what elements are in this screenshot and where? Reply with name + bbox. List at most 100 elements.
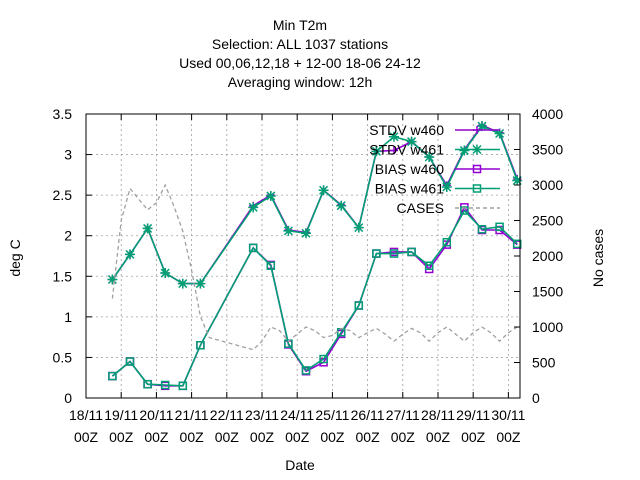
series-group bbox=[107, 121, 523, 391]
x-tick-label: 25/11 bbox=[315, 407, 349, 423]
y2-tick-label: 3000 bbox=[532, 177, 563, 193]
data-point-bias-w461 bbox=[108, 371, 117, 381]
data-point-bias-w461 bbox=[424, 261, 434, 270]
data-point-stdv-w461 bbox=[494, 128, 505, 139]
data-point-stdv-w461 bbox=[177, 278, 188, 289]
plot-frame bbox=[85, 113, 521, 399]
y2-tick-label: 4000 bbox=[532, 106, 563, 122]
x-axis-label: Date bbox=[285, 457, 315, 473]
series-stdv-w461 bbox=[107, 121, 523, 289]
x-tick-label: 19/11 bbox=[104, 407, 138, 423]
y-tick-label: 2.5 bbox=[53, 187, 73, 203]
data-point-bias-w461 bbox=[178, 381, 188, 391]
legend-label: STDV w460 bbox=[369, 122, 444, 138]
legend-marker bbox=[472, 144, 482, 155]
data-point-stdv-w460 bbox=[389, 146, 398, 155]
series-line-bias-w461 bbox=[111, 209, 518, 387]
series-line-bias-w460 bbox=[111, 205, 518, 387]
x-tick-label: 00Z bbox=[461, 429, 486, 445]
x-tick-label: 20/11 bbox=[139, 407, 173, 423]
x-tick-label: 24/11 bbox=[280, 407, 314, 423]
legend-label: CASES bbox=[397, 200, 444, 216]
data-point-stdv-w461 bbox=[512, 175, 523, 186]
y-tick-label: 1.5 bbox=[53, 268, 73, 284]
x-tick-label: 00Z bbox=[356, 429, 381, 445]
data-point-stdv-w461 bbox=[476, 121, 487, 132]
x-tick-label: 30/11 bbox=[491, 407, 525, 423]
data-point-stdv-w461 bbox=[424, 152, 435, 163]
chart-title: Min T2m Selection: ALL 1037 stations Used … bbox=[179, 17, 421, 90]
data-point-bias-w461 bbox=[442, 237, 452, 247]
series-line-cases bbox=[111, 183, 518, 351]
data-point-stdv-w461 bbox=[160, 268, 171, 279]
series-bias-w461 bbox=[108, 206, 522, 391]
series-bias-w460 bbox=[108, 203, 522, 391]
x-tick-label: 00Z bbox=[426, 429, 451, 445]
y-tick-label: 0.5 bbox=[53, 349, 73, 365]
legend: STDV w460 STDV w461 BIAS w460 BIAS w461 CASE… bbox=[369, 122, 500, 216]
y-tick-label: 2 bbox=[64, 228, 72, 244]
data-point-bias-w461 bbox=[495, 222, 504, 232]
data-point-stdv-w461 bbox=[336, 200, 347, 211]
legend-marker bbox=[473, 126, 481, 134]
x-tick-label: 00Z bbox=[215, 429, 240, 445]
y2-tick-label: 3500 bbox=[532, 142, 563, 158]
x-tick-label: 26/11 bbox=[351, 407, 385, 423]
x-tick-label: 00Z bbox=[250, 429, 275, 445]
data-point-bias-w461 bbox=[372, 249, 381, 258]
series-cases bbox=[111, 183, 518, 351]
data-point-bias-w461 bbox=[160, 380, 170, 390]
data-point-bias-w461 bbox=[301, 366, 311, 375]
x-tick-label: 18/11 bbox=[69, 407, 103, 423]
data-point-bias-w461 bbox=[407, 247, 416, 257]
data-point-stdv-w461 bbox=[300, 228, 311, 239]
x-tick-label: 00Z bbox=[285, 429, 310, 445]
data-point-bias-w461 bbox=[460, 206, 469, 215]
x-tick-label: 00Z bbox=[74, 429, 99, 445]
y2-tick-label: 1000 bbox=[532, 319, 563, 335]
legend-label: BIAS w461 bbox=[375, 181, 444, 197]
data-point-stdv-w461 bbox=[353, 222, 364, 233]
y2-tick-label: 500 bbox=[532, 355, 556, 371]
legend-label: STDV w461 bbox=[369, 142, 444, 158]
legend-label: BIAS w460 bbox=[375, 161, 444, 177]
x-tick-label: 00Z bbox=[180, 429, 205, 445]
data-point-bias-w461 bbox=[477, 224, 487, 234]
data-point-stdv-w461 bbox=[388, 131, 399, 142]
data-point-bias-w461 bbox=[512, 239, 522, 249]
data-point-stdv-w461 bbox=[265, 190, 276, 201]
data-point-stdv-w461 bbox=[107, 274, 118, 285]
x-tick-label: 00Z bbox=[496, 429, 521, 445]
y2-tick-label: 0 bbox=[532, 390, 540, 406]
data-point-bias-w461 bbox=[284, 339, 293, 348]
x-tick-label: 00Z bbox=[144, 429, 169, 445]
data-point-stdv-w461 bbox=[406, 136, 417, 147]
x-tick-label: 00Z bbox=[320, 429, 345, 445]
title-line-1: Min T2m bbox=[273, 17, 327, 33]
y2-axis-label: No cases bbox=[590, 229, 606, 287]
data-point-bias-w461 bbox=[354, 301, 364, 310]
data-point-bias-w461 bbox=[196, 341, 205, 350]
x-tick-label: 23/11 bbox=[245, 407, 279, 423]
title-line-3: Used 00,06,12,18 + 12-00 18-06 24-12 bbox=[179, 55, 421, 71]
data-point-bias-w461 bbox=[319, 354, 328, 364]
x-tick-label: 21/11 bbox=[175, 407, 209, 423]
data-point-stdv-w461 bbox=[371, 146, 382, 157]
axes: 0 0.5 1 1.5 2 2.5 3 3.5 0 500 1000 1500 2000 2500 3000… bbox=[53, 106, 564, 445]
y-axis-label: deg C bbox=[7, 239, 23, 276]
x-tick-label: 00Z bbox=[109, 429, 134, 445]
title-line-2: Selection: ALL 1037 stations bbox=[212, 36, 388, 52]
data-point-stdv-w461 bbox=[318, 185, 329, 196]
data-point-stdv-w461 bbox=[195, 278, 206, 289]
y2-tick-label: 2000 bbox=[532, 248, 563, 264]
data-point-bias-w461 bbox=[143, 379, 152, 389]
data-point-stdv-w461 bbox=[283, 225, 294, 236]
data-point-stdv-w461 bbox=[124, 249, 135, 260]
data-point-stdv-w461 bbox=[441, 182, 452, 193]
data-point-bias-w461 bbox=[248, 243, 258, 253]
y-tick-label: 1 bbox=[64, 309, 72, 325]
legend-marker bbox=[472, 184, 482, 193]
y-tick-label: 3.5 bbox=[53, 106, 73, 122]
data-point-stdv-w461 bbox=[142, 223, 153, 234]
